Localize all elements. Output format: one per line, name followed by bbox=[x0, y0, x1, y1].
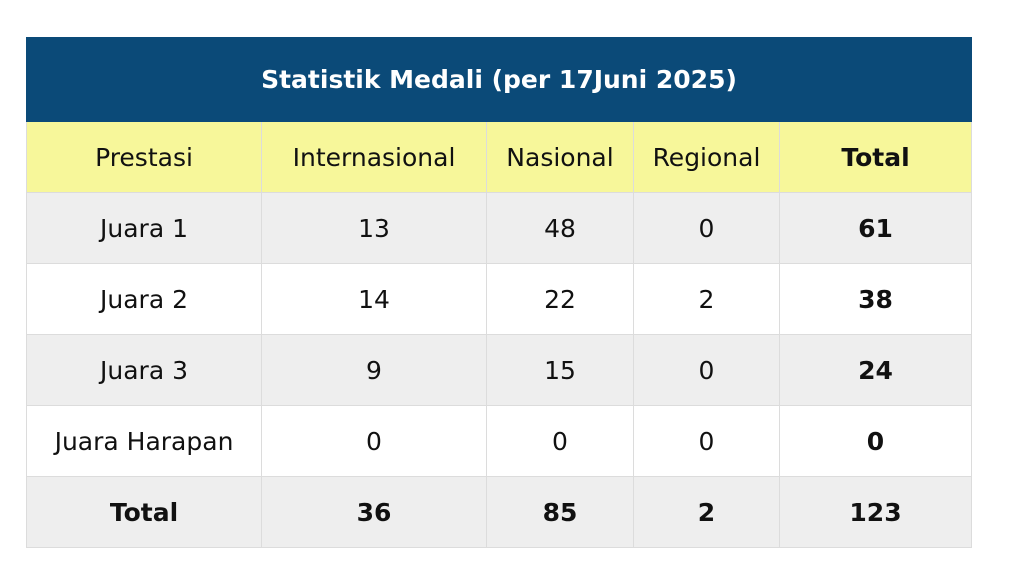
table-header-row: Prestasi Internasional Nasional Regional… bbox=[26, 121, 972, 193]
cell-internasional: 14 bbox=[261, 263, 487, 335]
cell-total: 61 bbox=[779, 192, 972, 264]
cell-nasional: 15 bbox=[486, 334, 634, 406]
row-label: Juara 3 bbox=[26, 334, 262, 406]
table-row: Juara 2 14 22 2 38 bbox=[26, 263, 972, 335]
cell-nasional: 0 bbox=[486, 405, 634, 477]
medal-statistics-table: Statistik Medali (per 17Juni 2025) Prest… bbox=[26, 37, 972, 548]
row-label: Juara 1 bbox=[26, 192, 262, 264]
cell-internasional: 0 bbox=[261, 405, 487, 477]
cell-nasional: 22 bbox=[486, 263, 634, 335]
cell-regional: 0 bbox=[633, 405, 780, 477]
header-total: Total bbox=[779, 121, 972, 193]
cell-total: 24 bbox=[779, 334, 972, 406]
header-regional: Regional bbox=[633, 121, 780, 193]
header-nasional: Nasional bbox=[486, 121, 634, 193]
row-label: Juara Harapan bbox=[26, 405, 262, 477]
table-title: Statistik Medali (per 17Juni 2025) bbox=[26, 37, 972, 122]
medal-table-container: Statistik Medali (per 17Juni 2025) Prest… bbox=[26, 37, 972, 548]
cell-regional: 0 bbox=[633, 192, 780, 264]
table-totals-row: Total 36 85 2 123 bbox=[26, 476, 972, 548]
table-row: Juara 1 13 48 0 61 bbox=[26, 192, 972, 264]
table-row: Juara 3 9 15 0 24 bbox=[26, 334, 972, 406]
grand-total: 123 bbox=[779, 476, 972, 548]
table-row: Juara Harapan 0 0 0 0 bbox=[26, 405, 972, 477]
cell-internasional: 13 bbox=[261, 192, 487, 264]
total-internasional: 36 bbox=[261, 476, 487, 548]
cell-regional: 0 bbox=[633, 334, 780, 406]
totals-label: Total bbox=[26, 476, 262, 548]
total-regional: 2 bbox=[633, 476, 780, 548]
cell-total: 38 bbox=[779, 263, 972, 335]
row-label: Juara 2 bbox=[26, 263, 262, 335]
header-prestasi: Prestasi bbox=[26, 121, 262, 193]
cell-internasional: 9 bbox=[261, 334, 487, 406]
cell-nasional: 48 bbox=[486, 192, 634, 264]
total-nasional: 85 bbox=[486, 476, 634, 548]
header-internasional: Internasional bbox=[261, 121, 487, 193]
table-title-row: Statistik Medali (per 17Juni 2025) bbox=[26, 37, 972, 122]
cell-total: 0 bbox=[779, 405, 972, 477]
cell-regional: 2 bbox=[633, 263, 780, 335]
